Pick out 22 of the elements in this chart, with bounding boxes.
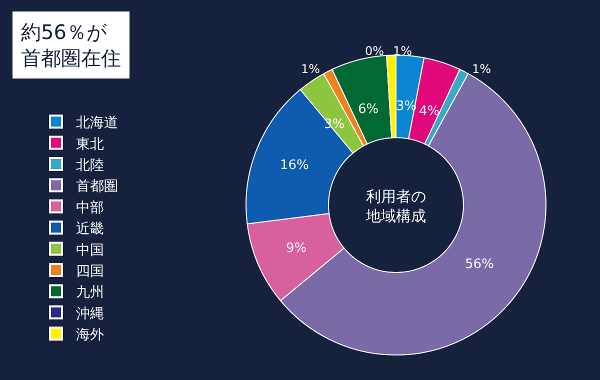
- text: 0%: [365, 44, 384, 58]
- legend-label: 沖縄: [76, 306, 104, 322]
- legend-label: 中部: [76, 200, 104, 216]
- legend-label: 首都圏: [76, 178, 118, 195]
- legend-label: 北海道: [76, 115, 118, 132]
- data-label: 9%: [286, 241, 307, 256]
- legend-label: 中国: [76, 242, 104, 258]
- legend-label: 東北: [76, 136, 104, 152]
- data-label: 16%: [280, 158, 309, 173]
- data-label: 6%: [358, 102, 379, 117]
- legend-label: 四国: [76, 263, 104, 280]
- legend-label: 北陸: [76, 157, 104, 174]
- data-label: 4%: [419, 104, 440, 119]
- legend-label: 近畿: [76, 221, 104, 238]
- legend-label: 九州: [76, 284, 104, 301]
- text: 利用者の地域構成: [365, 187, 426, 225]
- chart-title: 約56％が首都圏在住: [21, 20, 121, 70]
- legend-label: 海外: [76, 327, 104, 344]
- data-label: 1%: [393, 44, 412, 58]
- data-label: 1%: [301, 62, 320, 76]
- data-label: 1%: [472, 62, 492, 76]
- data-label: 56%: [465, 257, 494, 272]
